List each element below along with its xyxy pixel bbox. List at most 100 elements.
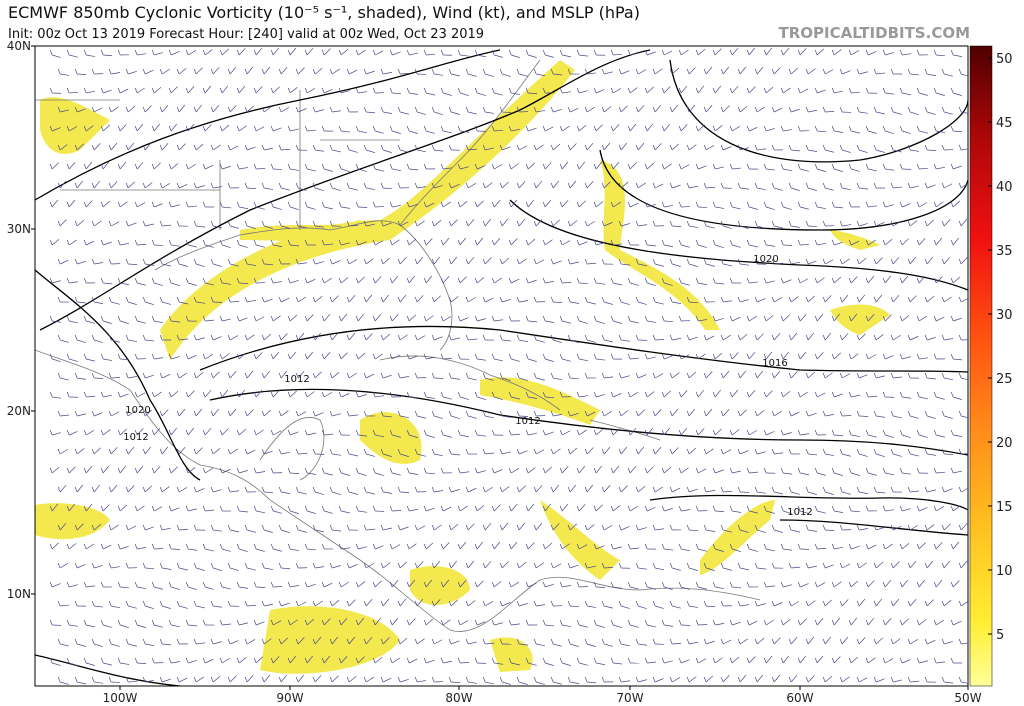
wind-barb-flag [678, 429, 682, 436]
wind-barb-flag [814, 505, 818, 512]
wind-barb-flag [159, 220, 163, 227]
wind-barb-flag [831, 49, 835, 56]
wind-barb [620, 485, 628, 493]
wind-barb-flag [652, 638, 656, 645]
wind-barb-flag [567, 638, 571, 645]
wind-barb-flag [219, 277, 223, 284]
wind-barb-flag [873, 334, 877, 341]
wind-barb [739, 66, 747, 75]
wind-barb [621, 223, 630, 227]
wind-barb-flag [822, 68, 826, 75]
wind-barb-flag [788, 410, 792, 417]
wind-barb-flag [91, 182, 95, 189]
wind-barb-flag [610, 505, 614, 512]
wind-barb-flag [244, 448, 248, 455]
wind-barb [426, 507, 435, 512]
wind-barb [120, 242, 130, 246]
wind-barb-flag [66, 353, 70, 360]
wind-barb-flag [576, 277, 580, 284]
wind-barb-flag [210, 372, 214, 379]
wind-barb-flag [567, 676, 571, 683]
wind-barb [799, 351, 807, 360]
wind-barb [833, 352, 842, 360]
wind-barb [501, 181, 509, 189]
wind-barb [723, 146, 732, 151]
wind-barb [706, 225, 715, 229]
wind-barb [179, 184, 188, 189]
wind-barb [544, 542, 553, 550]
wind-barb [596, 662, 606, 666]
wind-barb-flag [236, 619, 240, 626]
wind-barb-flag [261, 448, 265, 455]
wind-barb [170, 86, 178, 94]
contour-label: 1016 [762, 358, 787, 369]
wind-barb [774, 602, 783, 607]
wind-barb [791, 411, 800, 417]
wind-barb-flag [525, 657, 529, 664]
wind-barb-flag [74, 144, 78, 151]
wind-barb [204, 354, 214, 360]
wind-barb [391, 275, 399, 284]
wind-barb [426, 356, 436, 360]
wind-barb [569, 484, 577, 493]
wind-barb [663, 427, 671, 436]
wind-barb [450, 523, 459, 531]
wind-barb [145, 301, 154, 305]
wind-barb-flag [117, 87, 121, 94]
wind-barb [536, 110, 546, 113]
wind-barb-flag [414, 296, 418, 303]
wind-barb-flag [848, 315, 852, 322]
wind-barb-flag [91, 68, 95, 75]
wind-barb [246, 105, 255, 113]
wind-barb-flag [771, 106, 775, 113]
wind-barb [161, 142, 169, 151]
wind-barb-flag [185, 505, 189, 512]
wind-barb-flag [168, 163, 172, 170]
wind-barb-flag [950, 429, 954, 436]
wind-barb-flag [958, 676, 962, 683]
wind-barb [841, 676, 850, 683]
wind-barb [817, 89, 826, 94]
wind-barb-flag [593, 391, 597, 398]
wind-barb [824, 599, 832, 607]
wind-barb-flag [533, 486, 537, 493]
colorbar-label: 25 [996, 372, 1013, 387]
wind-barb [127, 142, 135, 151]
wind-barb [358, 394, 367, 398]
wind-barb-flag [916, 543, 920, 550]
wind-barb [273, 244, 283, 248]
wind-barb [247, 225, 256, 229]
wind-barb-flag [474, 657, 478, 664]
wind-barb [910, 73, 920, 76]
wind-barb [553, 377, 563, 381]
wind-barb [638, 301, 647, 305]
wind-barb-flag [253, 657, 257, 664]
wind-barb-flag [788, 334, 792, 341]
wind-barb [603, 485, 611, 493]
wind-barb-flag [261, 182, 265, 189]
wind-barb [926, 560, 934, 569]
wind-barb [910, 490, 920, 493]
wind-barb-flag [295, 600, 299, 607]
wind-barb [374, 240, 384, 246]
wind-barb [229, 105, 237, 113]
wind-barb [340, 313, 348, 322]
wind-barb [919, 507, 928, 512]
wind-barb [331, 636, 339, 645]
wind-barb-flag [703, 220, 707, 227]
wind-barb-flag [108, 676, 112, 683]
wind-barb-flag [780, 163, 784, 170]
wind-barb-flag [550, 106, 554, 113]
wind-barb [714, 85, 722, 94]
wind-barb-flag [865, 315, 869, 322]
wind-barb-flag [66, 429, 70, 436]
wind-barb [927, 111, 936, 115]
wind-barb [850, 276, 858, 284]
wind-barb-flag [431, 372, 435, 379]
wind-barb [909, 598, 917, 607]
colorbar-label: 5 [996, 628, 1004, 643]
wind-barb [732, 510, 742, 513]
wind-barb-flag [338, 429, 342, 436]
wind-barb-flag [737, 182, 741, 189]
wind-barb [341, 168, 350, 172]
